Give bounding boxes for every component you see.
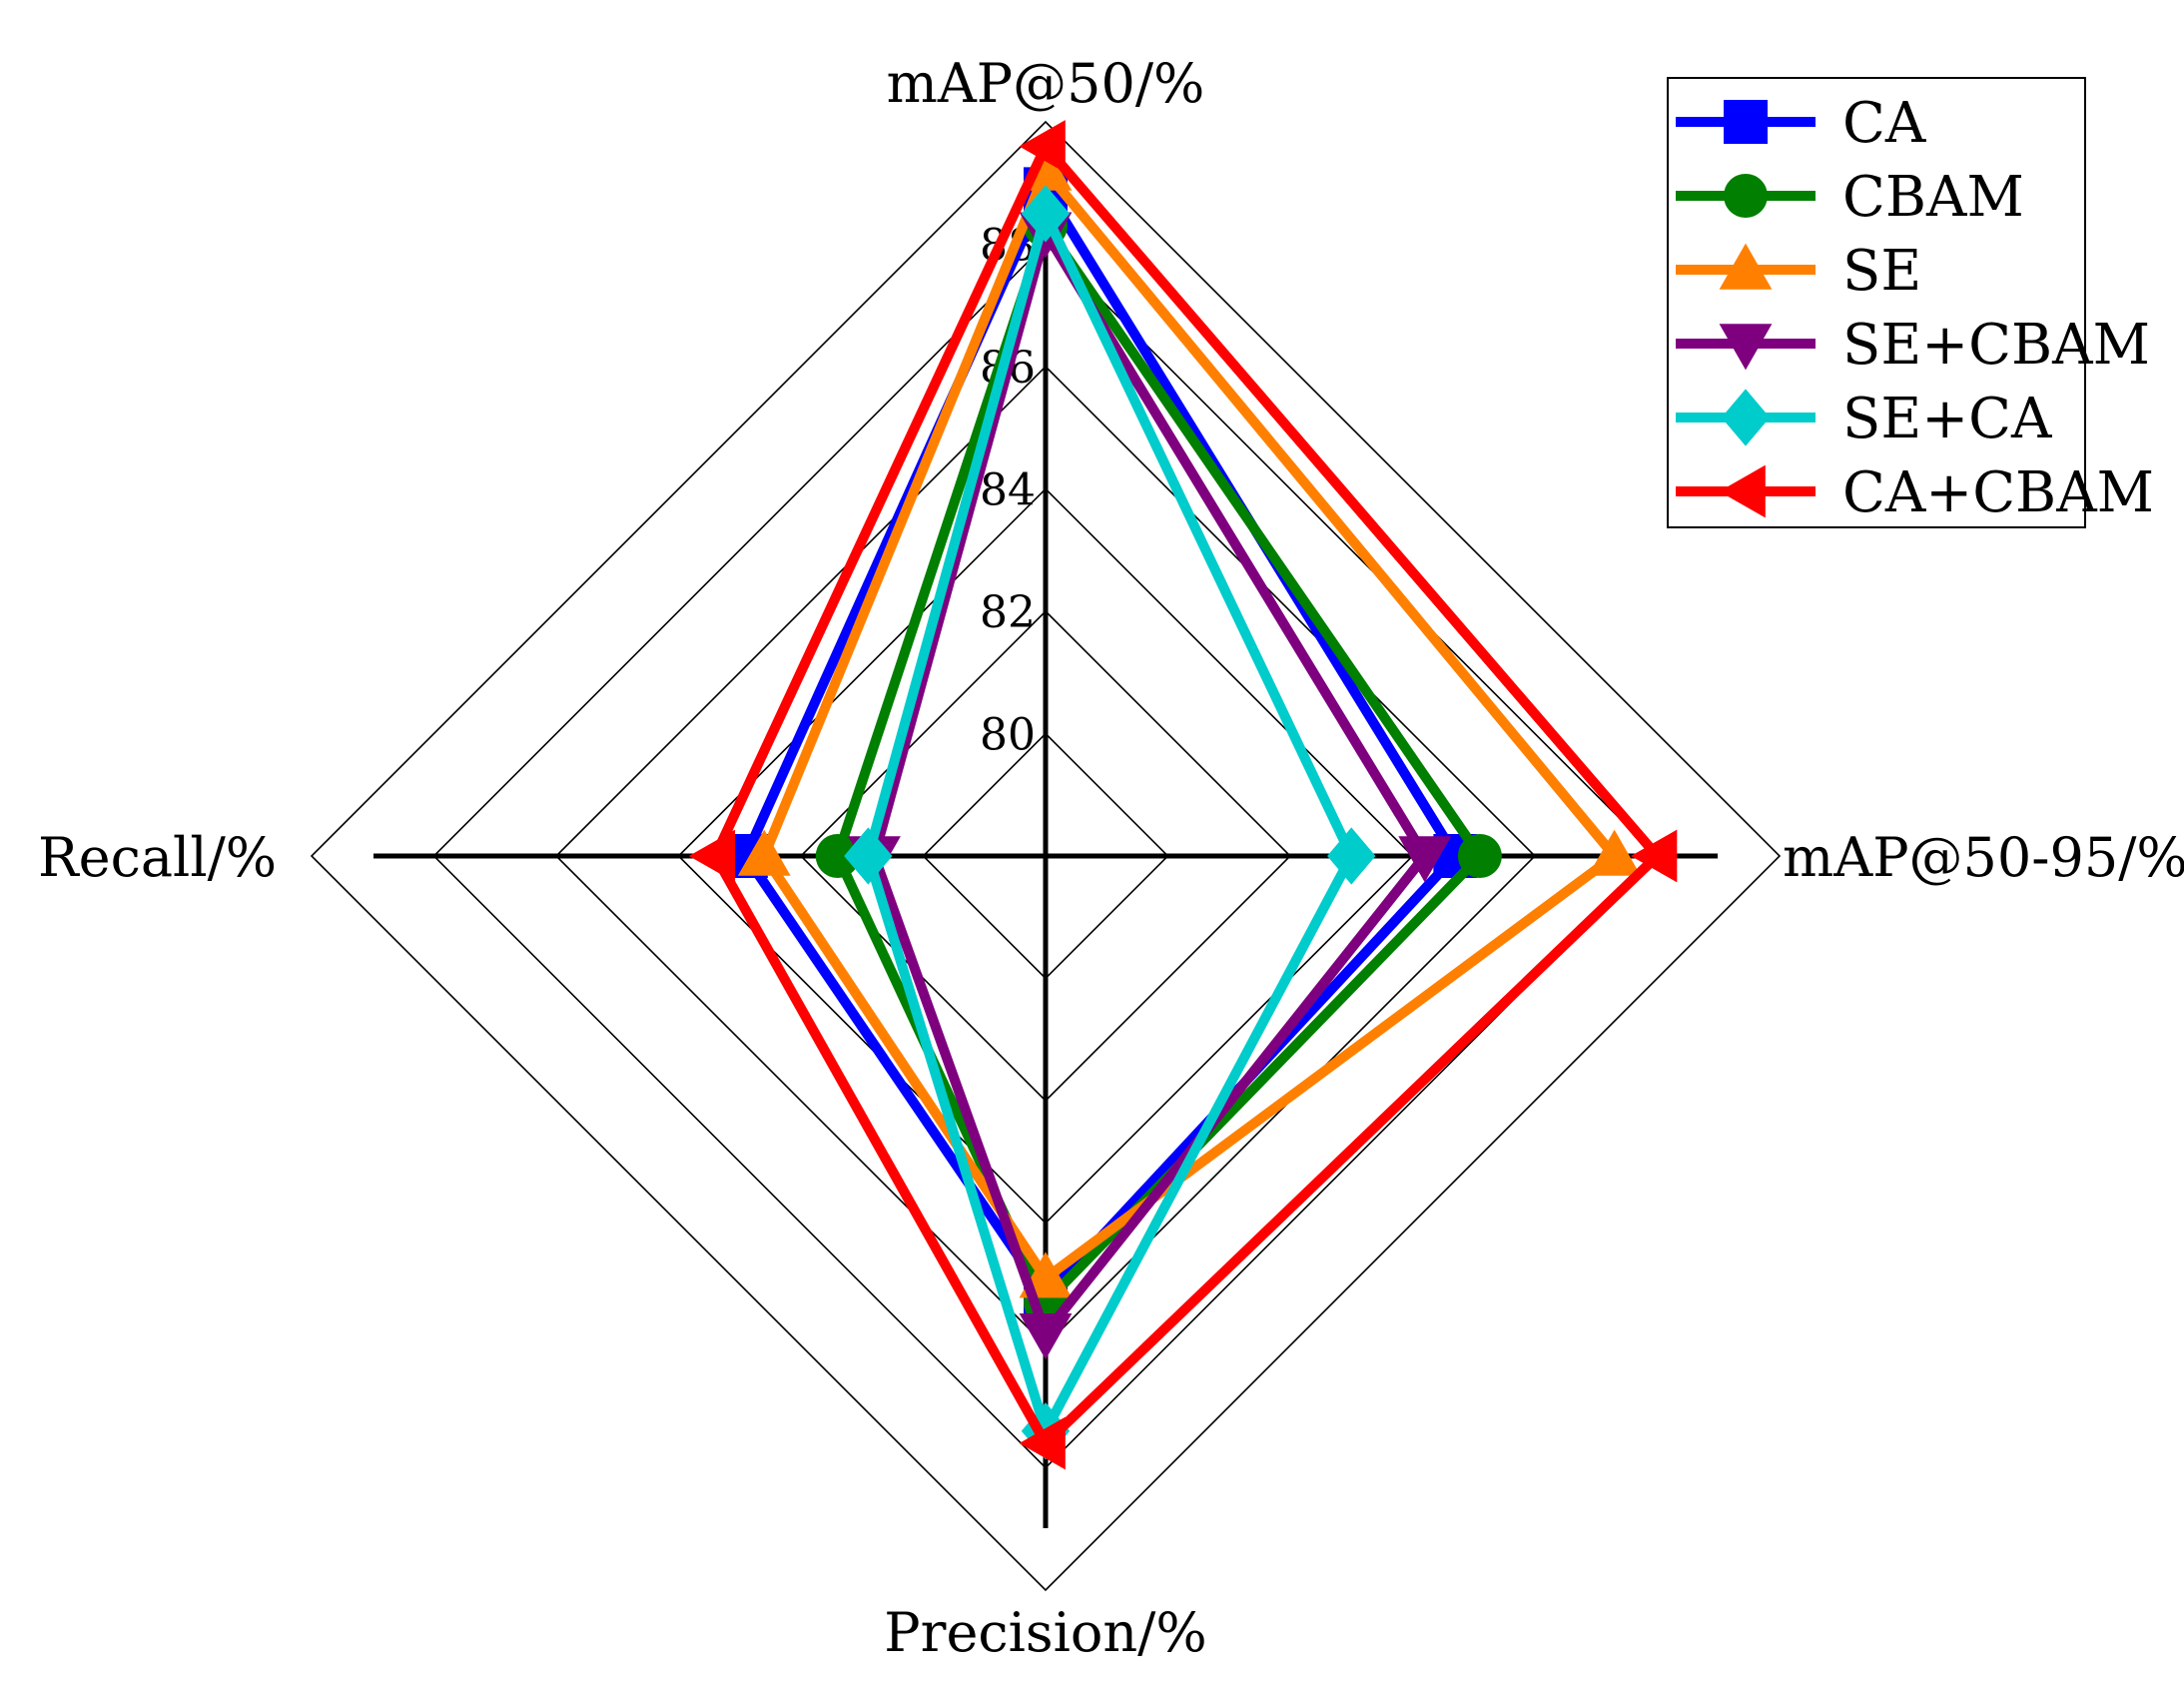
data-point: [1724, 174, 1768, 218]
legend-label: CA: [1842, 91, 1926, 156]
legend-item: CA+CBAM: [1676, 460, 2154, 525]
legend: CA CBAM SE SE+CBAM SE+CA CA+CBAM: [1667, 77, 2154, 528]
axis-labels: mAP@50/% mAP@50-95/% Precision/% Recall/%: [38, 52, 2184, 1664]
data-point: [688, 829, 736, 883]
data-point: [1719, 324, 1773, 371]
grid-ring: [310, 120, 1782, 1592]
legend-label: CA+CBAM: [1842, 460, 2154, 525]
data-point: [1721, 389, 1771, 446]
legend-label: SE+CA: [1842, 387, 2052, 451]
legend-label: SE: [1842, 239, 1921, 304]
axis-label: Recall/%: [38, 826, 277, 889]
legend-label: SE+CBAM: [1842, 313, 2150, 378]
tick-label: 80: [980, 710, 1036, 761]
data-point: [1019, 120, 1066, 173]
legend-item: SE: [1676, 239, 1921, 304]
legend-label: CBAM: [1842, 165, 2024, 230]
data-point: [1019, 1312, 1073, 1360]
data-point: [1588, 829, 1642, 876]
legend-item: CBAM: [1676, 165, 2024, 230]
data-point: [1724, 100, 1768, 144]
data-point: [1719, 243, 1773, 290]
axis-label: mAP@50/%: [887, 52, 1205, 115]
series-line: [758, 161, 1622, 1285]
data-point: [1021, 185, 1071, 243]
legend-box: [1667, 77, 2086, 528]
data-point: [815, 834, 860, 878]
series-layer: [688, 120, 1678, 1470]
axis-label: mAP@50-95/%: [1783, 826, 2184, 889]
data-point: [1019, 1416, 1066, 1470]
data-point: [1457, 834, 1502, 878]
data-point: [1327, 827, 1376, 885]
series-se-plus-ca: [844, 185, 1376, 1460]
series-line: [740, 178, 1462, 1304]
series-ca-plus-cbam: [688, 120, 1678, 1470]
legend-item: SE+CA: [1676, 387, 2052, 451]
tick-label: 82: [980, 587, 1036, 638]
data-point: [1719, 464, 1766, 518]
legend-item: CA: [1676, 91, 1926, 156]
data-point: [1631, 829, 1678, 883]
legend-item: SE+CBAM: [1676, 313, 2150, 378]
tick-label: 84: [980, 465, 1036, 516]
axis-label: Precision/%: [884, 1601, 1206, 1664]
data-point: [1398, 836, 1452, 883]
data-point: [844, 827, 893, 885]
data-point: [737, 829, 791, 876]
